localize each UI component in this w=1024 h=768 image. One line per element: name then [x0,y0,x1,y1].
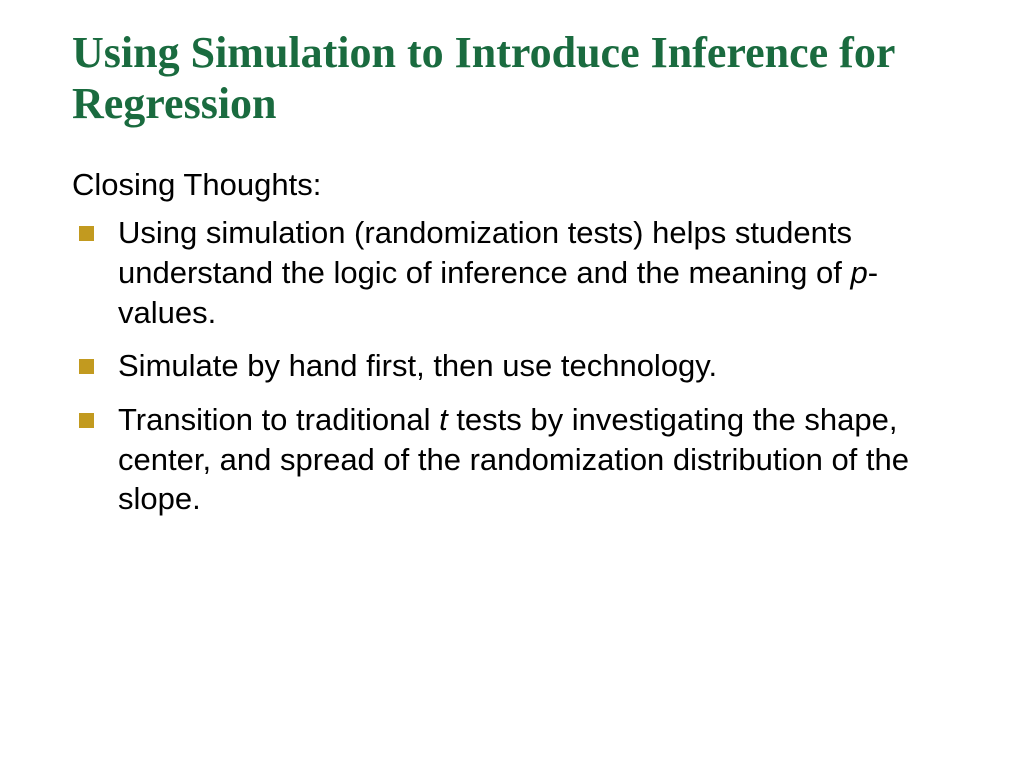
bullet-text-pre: Transition to traditional [118,402,439,437]
list-item: Simulate by hand first, then use technol… [72,346,952,386]
list-item: Transition to traditional t tests by inv… [72,400,952,519]
bullet-text-pre: Simulate by hand first, then use technol… [118,348,717,383]
bullet-text-ital: t [439,402,448,437]
bullet-text-ital: p [850,255,867,290]
list-item: Using simulation (randomization tests) h… [72,213,952,332]
slide-subheading: Closing Thoughts: [72,167,952,203]
slide-title: Using Simulation to Introduce Inference … [72,28,952,129]
slide: Using Simulation to Introduce Inference … [0,0,1024,768]
bullet-text-pre: Using simulation (randomization tests) h… [118,215,852,290]
bullet-list: Using simulation (randomization tests) h… [72,213,952,519]
